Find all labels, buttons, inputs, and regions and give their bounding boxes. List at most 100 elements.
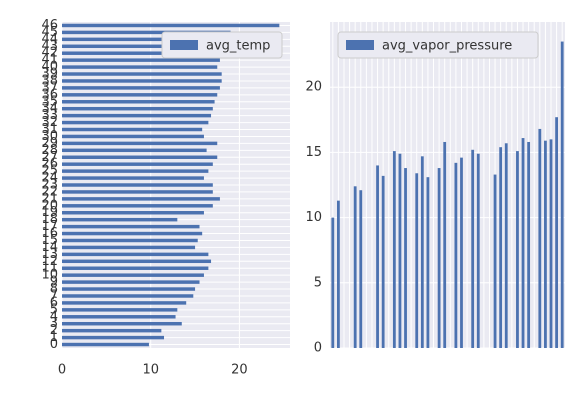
bar <box>62 65 218 69</box>
bar <box>426 177 430 348</box>
y-tick-label: 27 <box>41 150 58 165</box>
y-tick-label: 25 <box>41 164 58 179</box>
bar <box>493 174 497 348</box>
bar <box>521 138 525 348</box>
bar <box>62 37 227 42</box>
y-tick-label: 14 <box>41 240 58 255</box>
bar <box>538 128 542 348</box>
y-tick-label: 20 <box>305 80 322 95</box>
bar <box>62 30 231 35</box>
y-tick-label: 26 <box>41 157 58 172</box>
y-tick-label: 40 <box>41 60 58 75</box>
bar <box>62 134 204 139</box>
y-tick-label: 29 <box>41 136 58 151</box>
bar <box>437 168 441 348</box>
y-tick-label: 1 <box>50 330 58 345</box>
y-tick-label: 35 <box>41 94 58 109</box>
y-tick-label: 36 <box>41 87 58 102</box>
bar <box>62 342 149 347</box>
bar <box>62 231 203 236</box>
y-tick-label: 15 <box>41 233 58 248</box>
legend-label: avg_vapor_pressure <box>382 39 512 54</box>
bar <box>62 190 213 194</box>
y-tick-label: 23 <box>41 178 58 193</box>
y-tick-label: 15 <box>305 145 322 160</box>
y-tick-label: 44 <box>41 32 58 47</box>
bar <box>62 211 204 215</box>
bar <box>549 139 553 348</box>
y-tick-label: 30 <box>41 129 58 144</box>
legend-swatch <box>346 40 374 50</box>
bar <box>62 217 178 222</box>
y-tick-label: 20 <box>41 198 58 213</box>
bar <box>560 41 564 349</box>
y-tick-label: 7 <box>50 288 58 303</box>
bar <box>499 147 503 348</box>
y-tick-label: 22 <box>41 184 58 199</box>
bar <box>398 153 402 348</box>
bar <box>544 140 547 348</box>
bar <box>392 151 396 348</box>
bar <box>353 186 357 348</box>
y-tick-label: 41 <box>41 53 58 68</box>
y-tick-label: 11 <box>41 261 58 276</box>
y-tick-label: 4 <box>50 309 58 324</box>
bar <box>62 252 209 257</box>
bar <box>336 200 340 348</box>
bar <box>62 259 212 264</box>
legend-swatch <box>170 40 198 50</box>
bar <box>376 165 379 348</box>
y-tick-label: 39 <box>41 67 58 82</box>
y-tick-label: 0 <box>50 337 58 352</box>
y-tick-label: 19 <box>41 205 58 220</box>
bar <box>62 127 203 132</box>
y-tick-label: 31 <box>41 122 58 137</box>
bar <box>62 335 165 340</box>
y-tick-label: 18 <box>41 212 58 227</box>
bar <box>62 301 187 305</box>
bar <box>443 141 447 348</box>
y-tick-label: 2 <box>50 323 58 338</box>
bar <box>62 321 182 326</box>
bar <box>381 175 385 348</box>
y-tick-label: 6 <box>50 295 58 310</box>
y-tick-label: 16 <box>41 226 58 241</box>
legend-label: avg_temp <box>206 39 270 54</box>
bar <box>62 51 213 55</box>
bar <box>460 157 463 348</box>
bar <box>420 156 424 348</box>
y-tick-label: 37 <box>41 80 58 95</box>
y-tick-label: 33 <box>41 108 58 123</box>
bar <box>62 44 222 49</box>
bar <box>62 197 220 201</box>
y-tick-label: 12 <box>41 254 58 269</box>
bar <box>62 79 222 83</box>
bar <box>62 58 220 62</box>
y-tick-label: 3 <box>50 316 58 331</box>
y-tick-label: 42 <box>41 46 58 61</box>
bar <box>62 23 280 28</box>
y-tick-label: 24 <box>41 171 58 186</box>
legend-box <box>161 31 283 59</box>
bar <box>62 245 196 250</box>
y-tick-label: 46 <box>41 18 58 33</box>
bar <box>527 141 531 348</box>
bar <box>62 93 218 97</box>
bar <box>62 176 204 180</box>
y-tick-label: 43 <box>41 39 58 54</box>
bar <box>471 149 475 348</box>
bar <box>62 204 213 208</box>
bar <box>62 308 178 312</box>
bar <box>62 120 209 125</box>
bar <box>62 287 196 291</box>
bar <box>62 155 218 159</box>
legend-box <box>337 31 539 59</box>
y-tick-label: 10 <box>41 268 58 283</box>
bar <box>62 280 200 284</box>
bar <box>62 86 220 90</box>
bar <box>516 151 519 348</box>
plot-area <box>330 22 565 348</box>
y-tick-label: 13 <box>41 247 58 262</box>
